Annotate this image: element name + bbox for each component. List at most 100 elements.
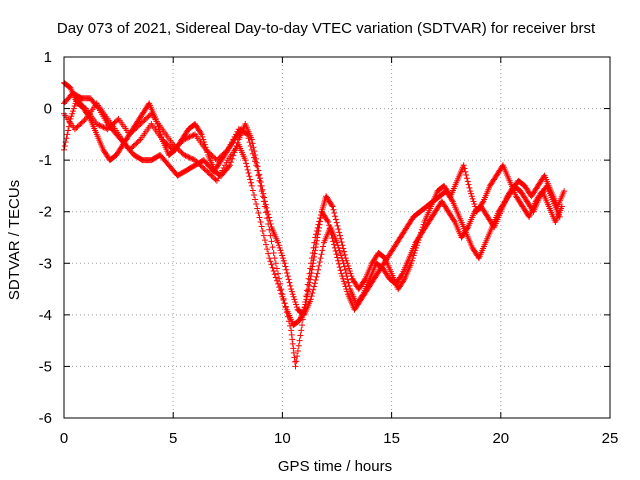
- data-point: [245, 170, 252, 177]
- data-point: [197, 130, 204, 137]
- data-point: [410, 252, 417, 259]
- data-point: [467, 188, 474, 195]
- data-point: [293, 301, 300, 308]
- data-point: [340, 278, 347, 285]
- data-point: [291, 296, 298, 303]
- data-point: [279, 252, 286, 259]
- data-point: [310, 244, 317, 251]
- data-point: [306, 270, 313, 277]
- data-point: [307, 296, 314, 303]
- data-point: [334, 222, 341, 229]
- data-point: [78, 119, 85, 126]
- data-point: [198, 131, 205, 138]
- data-point: [204, 168, 211, 175]
- chart-title: Day 073 of 2021, Sidereal Day-to-day VTE…: [57, 20, 596, 37]
- data-point: [249, 150, 256, 157]
- data-point: [112, 118, 119, 125]
- data-point: [183, 153, 190, 160]
- data-point: [237, 127, 244, 134]
- data-point: [266, 255, 273, 262]
- data-point: [255, 172, 262, 179]
- data-point: [335, 260, 342, 267]
- data-point: [67, 115, 74, 122]
- data-point: [77, 121, 84, 128]
- data-point: [294, 353, 301, 360]
- data-point: [234, 139, 241, 146]
- data-point: [267, 258, 274, 265]
- data-point: [326, 225, 333, 232]
- data-point: [333, 219, 340, 226]
- data-point: [133, 140, 140, 147]
- data-point: [460, 162, 467, 169]
- data-point: [284, 269, 291, 276]
- data-point: [280, 257, 287, 264]
- data-point: [134, 139, 141, 146]
- data-point: [303, 293, 310, 300]
- data-point: [327, 228, 334, 235]
- data-point: [268, 261, 275, 268]
- data-point: [470, 198, 477, 205]
- data-point: [311, 280, 318, 287]
- data-point: [313, 228, 320, 235]
- data-point: [315, 221, 322, 228]
- data-point: [252, 158, 259, 165]
- data-point: [329, 235, 336, 242]
- data-point: [64, 131, 71, 138]
- data-point: [278, 286, 285, 293]
- data-point: [141, 117, 148, 124]
- series-satellite-track-c: [61, 100, 568, 370]
- data-point: [332, 213, 339, 220]
- data-point: [335, 257, 342, 264]
- data-point: [211, 154, 218, 161]
- data-point: [303, 293, 310, 300]
- data-point: [276, 244, 283, 251]
- data-point: [479, 199, 486, 206]
- x-tick-label: 5: [169, 430, 177, 447]
- data-point: [251, 191, 258, 198]
- data-point: [464, 178, 471, 185]
- data-point: [328, 202, 335, 209]
- data-point: [311, 239, 318, 246]
- data-point: [201, 139, 208, 146]
- data-point: [287, 322, 294, 329]
- data-point: [289, 336, 296, 343]
- data-point: [136, 137, 143, 144]
- data-point: [204, 149, 211, 156]
- data-point: [316, 218, 323, 225]
- data-point: [272, 260, 279, 267]
- data-point: [463, 171, 470, 178]
- x-tick-label: 0: [60, 430, 68, 447]
- grid-lines: [64, 57, 610, 418]
- data-point: [330, 241, 337, 248]
- data-point: [263, 209, 270, 216]
- data-point: [273, 265, 280, 272]
- data-point: [298, 327, 305, 334]
- data-point: [187, 155, 194, 162]
- data-point: [185, 153, 192, 160]
- data-point: [66, 119, 73, 126]
- data-point: [243, 160, 250, 167]
- data-point: [316, 258, 323, 265]
- data-point: [192, 157, 199, 164]
- data-point: [80, 118, 87, 125]
- series-satellite-track-b: [61, 90, 563, 318]
- data-point: [254, 205, 261, 212]
- data-point: [200, 164, 207, 171]
- data-point: [338, 270, 345, 277]
- data-point: [291, 354, 298, 361]
- data-point: [308, 260, 315, 267]
- plot-frame: [63, 56, 611, 419]
- data-point: [130, 142, 137, 149]
- data-point: [199, 133, 206, 140]
- data-points: [61, 79, 568, 370]
- data-point: [341, 251, 348, 258]
- data-point: [170, 141, 177, 148]
- data-point: [181, 151, 188, 158]
- data-point: [291, 358, 298, 365]
- data-point: [281, 260, 288, 267]
- data-point: [209, 153, 216, 160]
- data-point: [398, 271, 405, 278]
- data-point: [336, 229, 343, 236]
- x-tick-label: 10: [274, 430, 291, 447]
- data-point: [68, 113, 75, 120]
